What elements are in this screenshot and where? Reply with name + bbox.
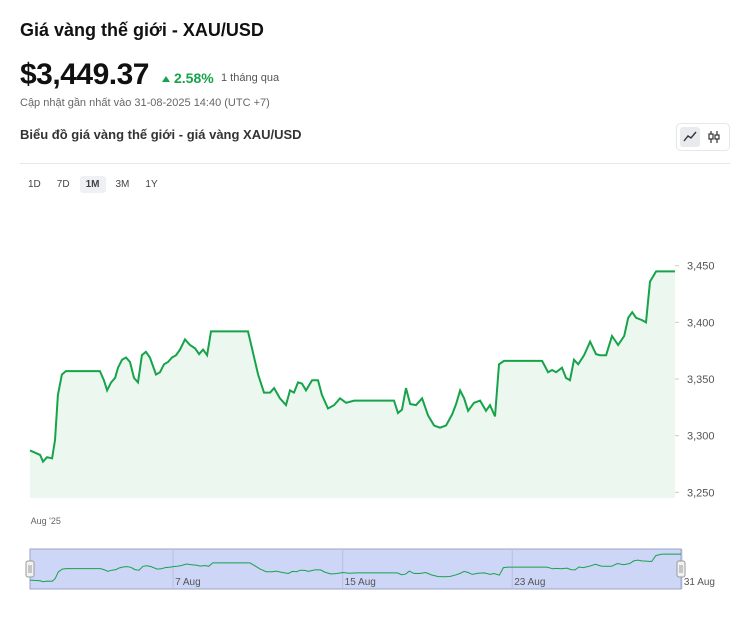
handle-body xyxy=(676,560,686,578)
navigator-tick-label: 15 Aug xyxy=(345,577,376,588)
navigator-tick-label: 7 Aug xyxy=(175,577,201,588)
price: $3,449.37 xyxy=(20,58,149,91)
range-button[interactable]: 7D xyxy=(56,179,70,190)
price-line xyxy=(29,270,675,464)
navigator-tick-label: 31 Aug xyxy=(684,577,715,588)
updated: Cập nhật gần nhất vào 31-08-2025 14:40 (… xyxy=(20,97,270,109)
range-buttons: 1D 7D 1M 3M 1Y xyxy=(22,176,164,193)
navigator-window xyxy=(29,548,682,590)
navigator-handle[interactable] xyxy=(676,560,686,578)
handle-body xyxy=(25,560,35,578)
change-period: 1 tháng qua xyxy=(221,72,280,84)
subtitle: Biểu đồ giá vàng thế giới - giá vàng XAU… xyxy=(20,127,302,142)
navigator-line xyxy=(29,553,681,583)
y-tick-label: 3,450 xyxy=(687,261,715,273)
y-tick-label: 3,250 xyxy=(687,487,715,499)
candle-chart-button[interactable] xyxy=(704,127,724,147)
title: Giá vàng thế giới - XAU/USD xyxy=(20,20,264,40)
y-tick-label: 3,350 xyxy=(687,374,715,386)
change: 2.58% xyxy=(162,70,214,86)
range-button[interactable]: 1D xyxy=(28,179,41,190)
change-value: 2.58% xyxy=(174,70,214,86)
navigator-tick-label: 23 Aug xyxy=(514,577,545,588)
area-fill xyxy=(30,271,675,498)
x-tick-label: Aug '25 xyxy=(31,516,61,526)
up-arrow xyxy=(162,76,170,82)
range-button[interactable]: 3M xyxy=(115,179,130,190)
range-button[interactable]: 1M xyxy=(79,176,106,193)
range-button[interactable]: 1Y xyxy=(145,179,158,190)
navigator-handle[interactable] xyxy=(25,560,35,578)
y-tick-label: 3,400 xyxy=(687,317,715,329)
chart-type-toggle xyxy=(676,123,730,151)
separator xyxy=(20,163,730,164)
y-tick-label: 3,300 xyxy=(687,431,715,443)
line-chart-button[interactable] xyxy=(680,127,700,147)
